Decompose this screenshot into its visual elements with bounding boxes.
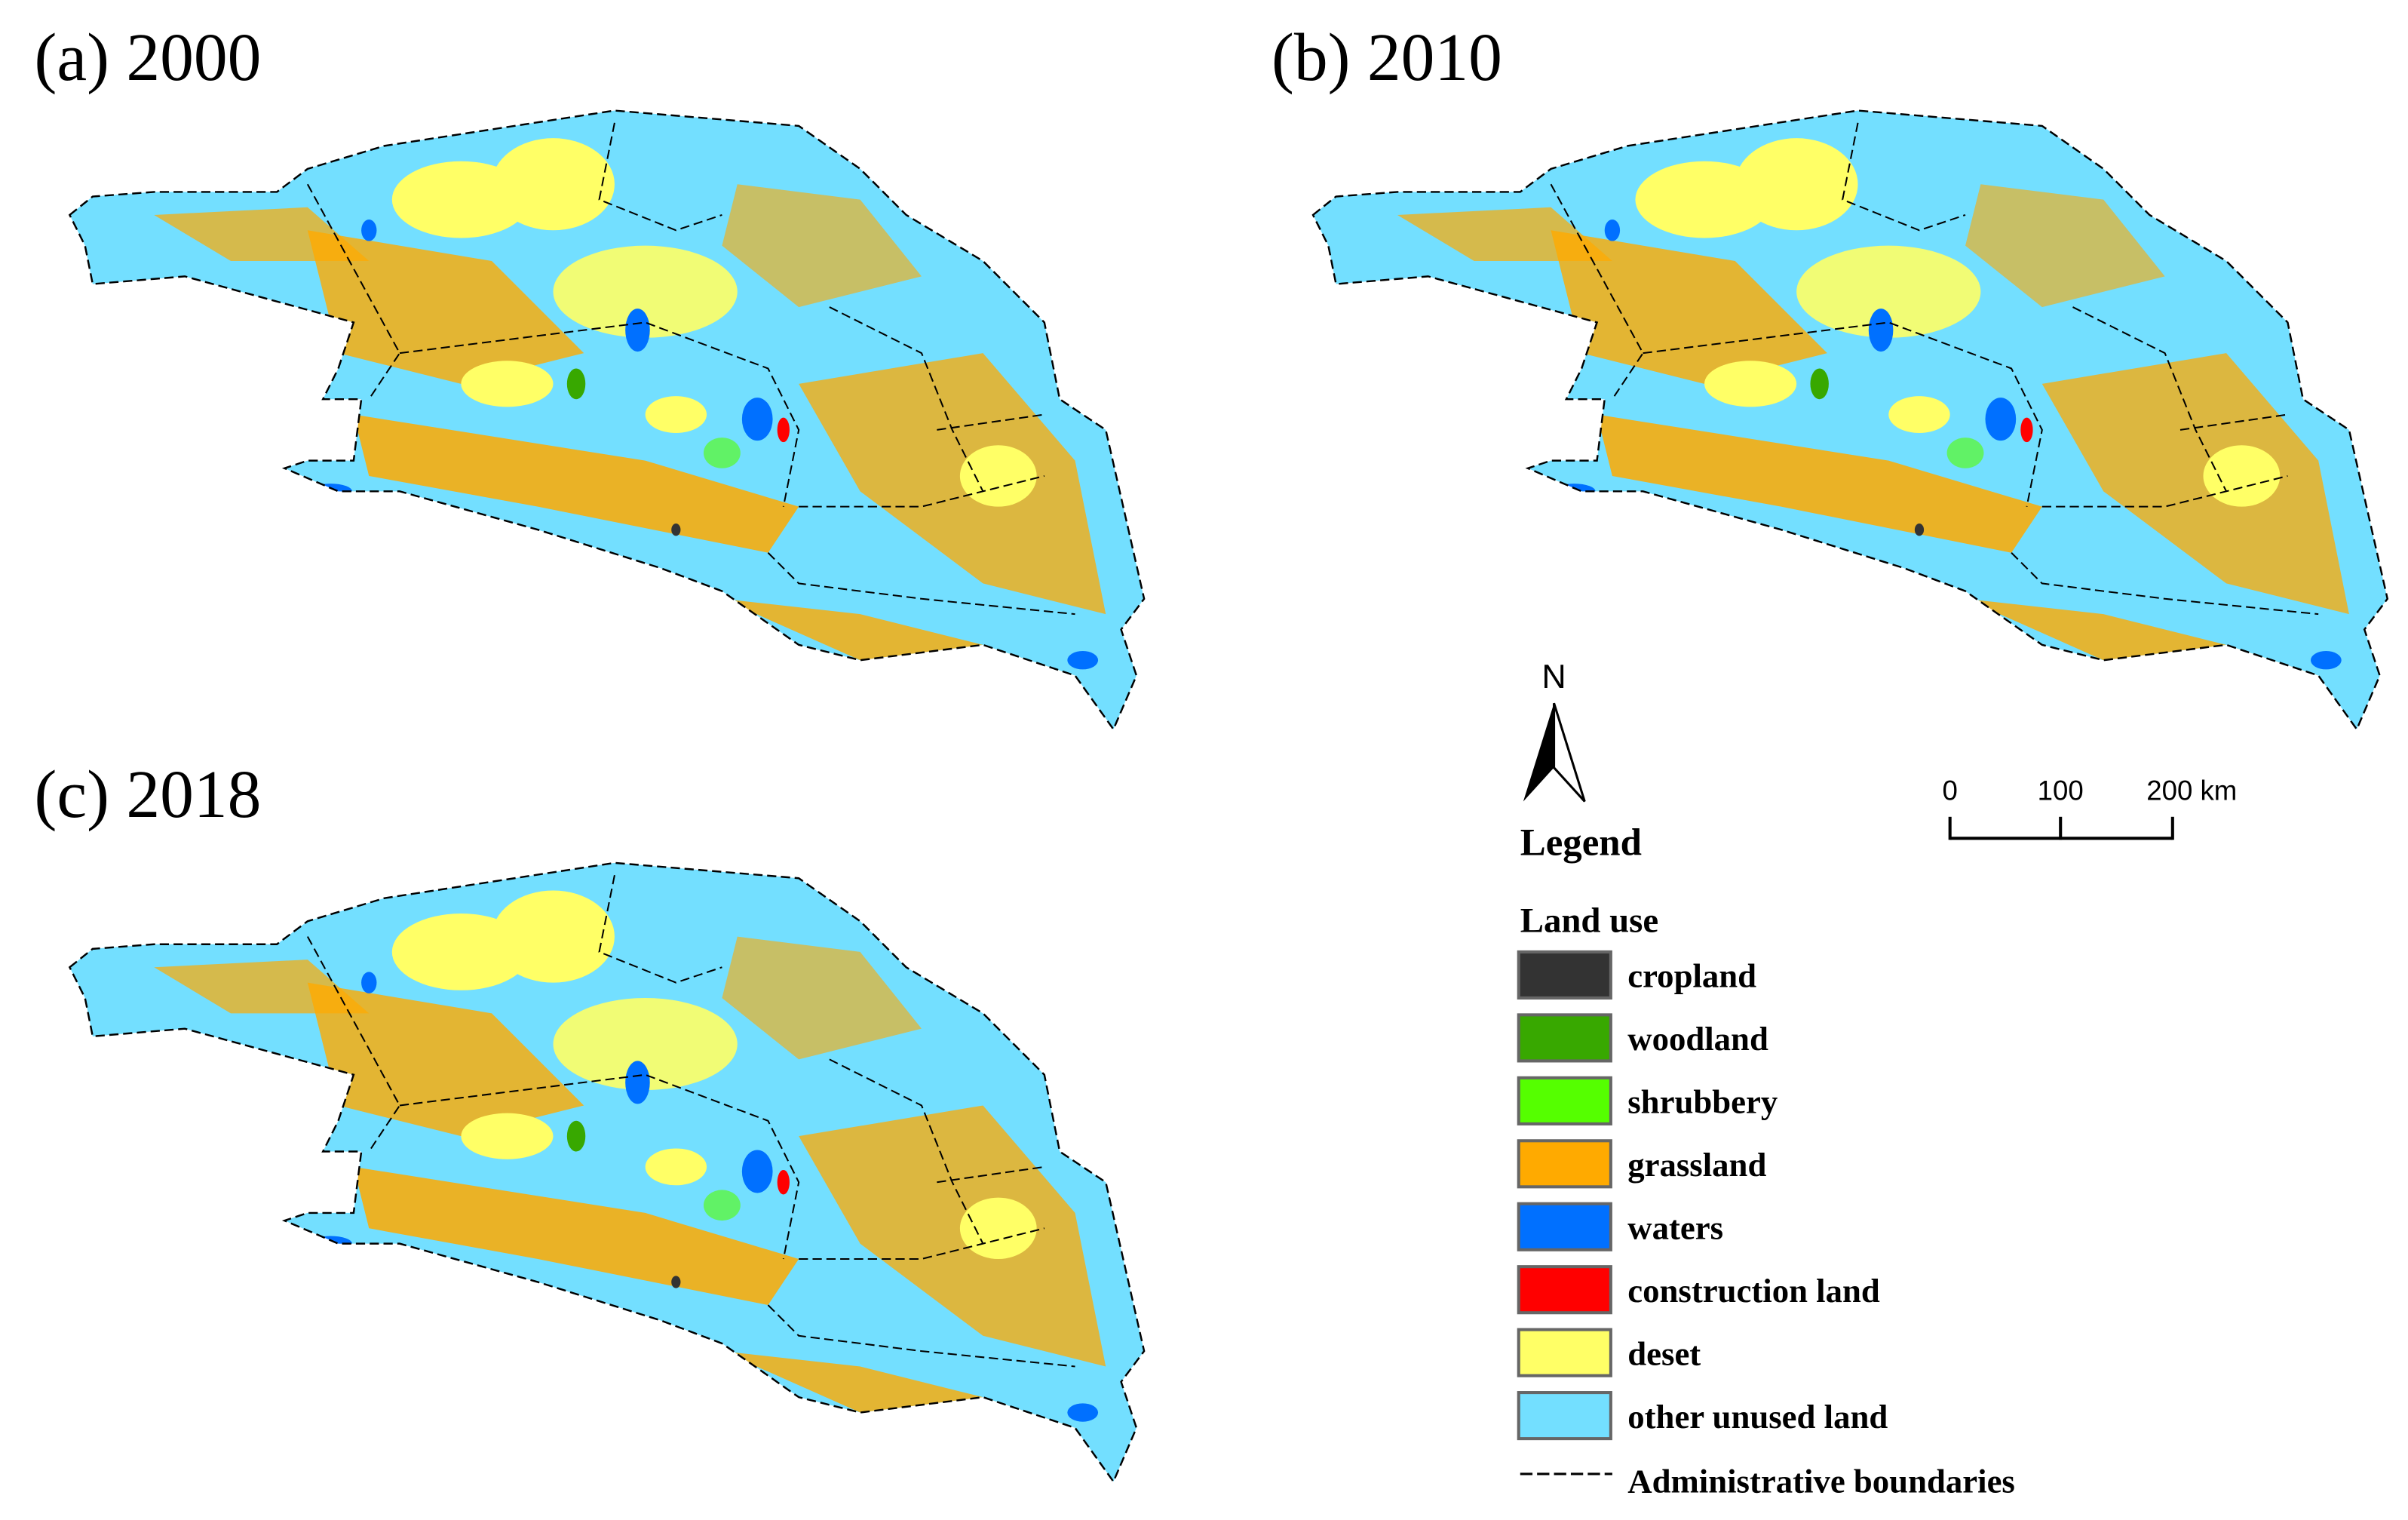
map-2000 — [1, 0, 1229, 768]
map-2018 — [1, 752, 1229, 1520]
legend-title: Legend — [1520, 822, 1642, 864]
legend-label: woodland — [1627, 1020, 1768, 1058]
legend-section: Land use — [1520, 901, 1658, 940]
map-2010 — [1244, 0, 2408, 768]
legend-label: shrubbery — [1627, 1083, 1778, 1121]
legend-label: other unused land — [1627, 1398, 1888, 1436]
panel-label: (c) 2018 — [35, 757, 262, 832]
legend-label: construction land — [1627, 1272, 1880, 1310]
scale-label: 100 — [2038, 775, 2084, 806]
legend-swatch — [1517, 1076, 1612, 1125]
legend-swatch — [1517, 950, 1612, 1000]
scale-label: 200 km — [2146, 775, 2237, 806]
north-label: N — [1541, 658, 1566, 696]
legend-label: waters — [1627, 1209, 1723, 1247]
legend-label: Administrative boundaries — [1627, 1462, 2015, 1500]
legend: cropland woodland shrubbery grassland waters… — [1517, 950, 1888, 1441]
north-arrow — [1523, 703, 1554, 802]
legend-swatch — [1517, 1202, 1612, 1251]
legend-swatch — [1517, 1013, 1612, 1063]
panel-label: (b) 2010 — [1271, 20, 1502, 95]
legend-swatch — [1517, 1328, 1612, 1377]
legend-label: grassland — [1627, 1146, 1766, 1184]
legend-swatch — [1517, 1139, 1612, 1189]
scale-bar — [1948, 816, 2174, 840]
north-arrow — [1553, 702, 1586, 803]
scale-label: 0 — [1942, 775, 1957, 806]
legend-label: cropland — [1627, 957, 1756, 995]
panel-label: (a) 2000 — [35, 20, 262, 95]
legend-swatch — [1517, 1265, 1612, 1315]
legend-label: deset — [1627, 1334, 1701, 1372]
legend-swatch — [1517, 1391, 1612, 1441]
